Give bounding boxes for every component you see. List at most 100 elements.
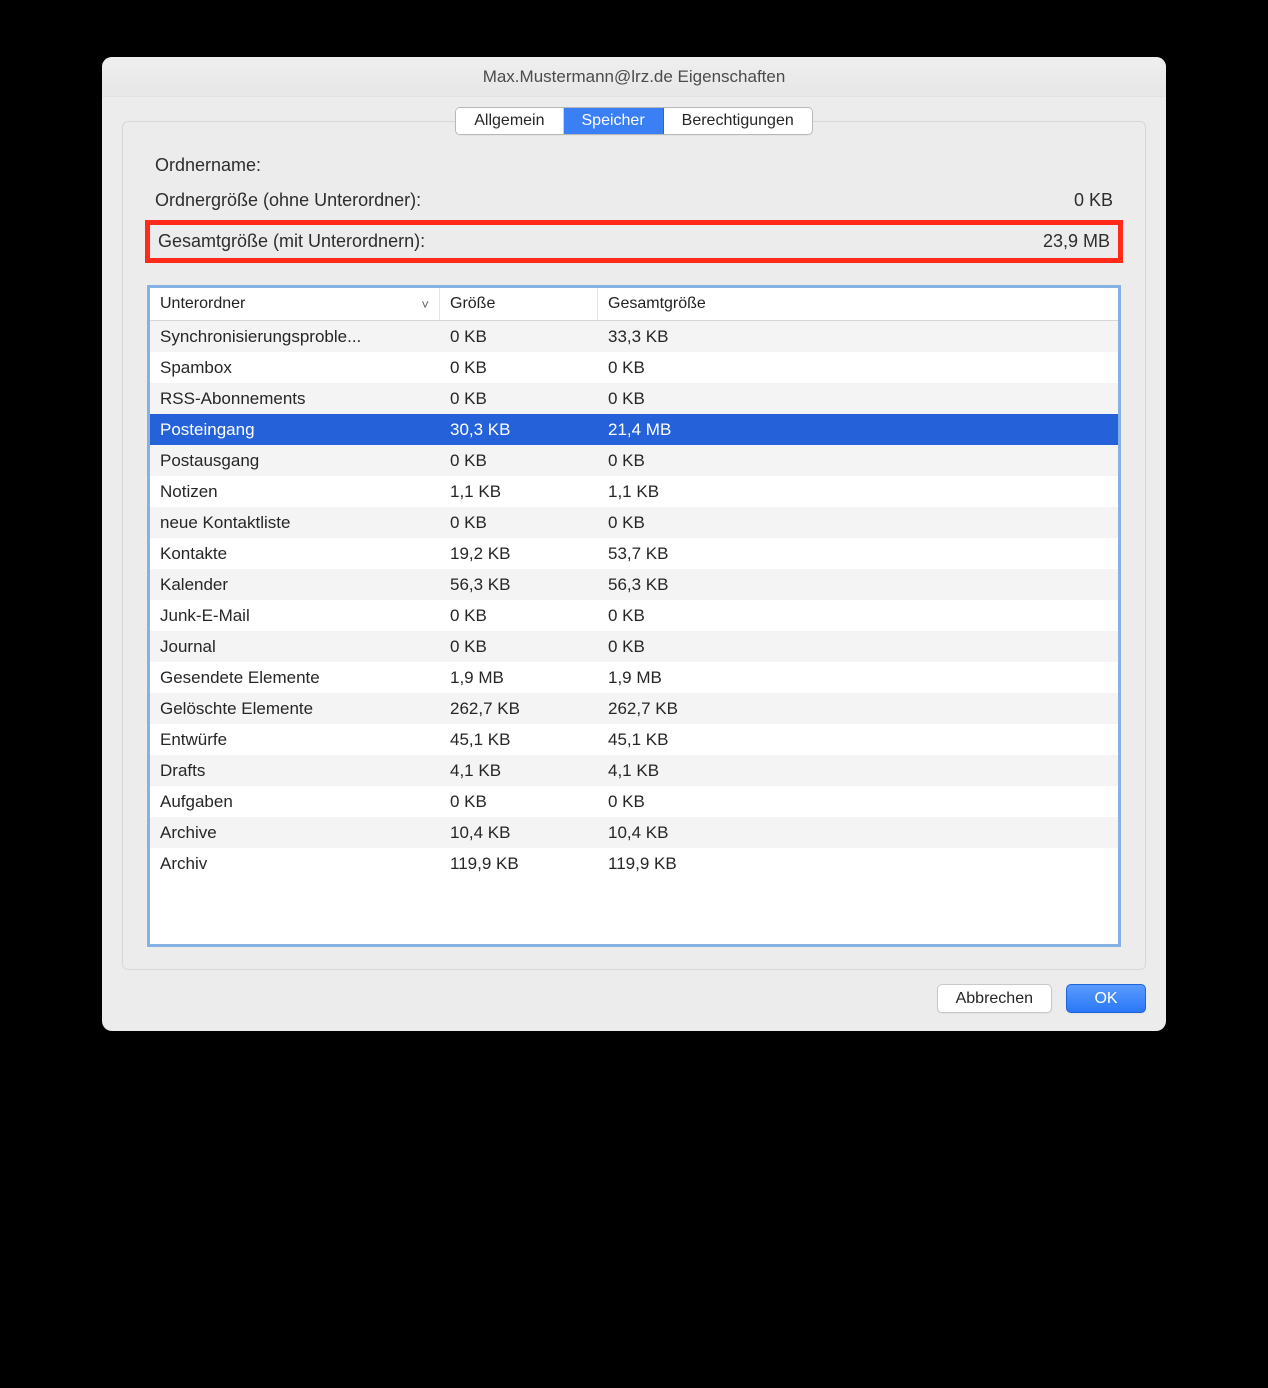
table-row[interactable]: Synchronisierungsproble...0 KB33,3 KB (150, 321, 1118, 352)
column-header-label: Unterordner (160, 295, 245, 313)
folder-name-label: Ordnername: (155, 155, 261, 176)
cell-total: 262,7 KB (598, 699, 1118, 719)
table-row[interactable]: Aufgaben0 KB0 KB (150, 786, 1118, 817)
table-row[interactable]: Posteingang30,3 KB21,4 MB (150, 414, 1118, 445)
cell-size: 262,7 KB (440, 699, 598, 719)
cell-name: Entwürfe (150, 730, 440, 750)
cell-size: 30,3 KB (440, 420, 598, 440)
cell-total: 56,3 KB (598, 575, 1118, 595)
table-row[interactable]: RSS-Abonnements0 KB0 KB (150, 383, 1118, 414)
sort-indicator-icon: ˅ (421, 297, 429, 312)
cell-name: Spambox (150, 358, 440, 378)
folder-name-row: Ordnername: (153, 148, 1115, 183)
ok-button[interactable]: OK (1066, 984, 1146, 1013)
table-row[interactable]: Spambox0 KB0 KB (150, 352, 1118, 383)
cell-name: neue Kontaktliste (150, 513, 440, 533)
cell-size: 0 KB (440, 389, 598, 409)
cell-name: RSS-Abonnements (150, 389, 440, 409)
column-header-label: Gesamtgröße (608, 295, 706, 313)
column-header-unterordner[interactable]: Unterordner ˅ (150, 288, 440, 320)
cell-total: 4,1 KB (598, 761, 1118, 781)
table-row[interactable]: Notizen1,1 KB1,1 KB (150, 476, 1118, 507)
cell-name: Postausgang (150, 451, 440, 471)
table-row[interactable]: Journal0 KB0 KB (150, 631, 1118, 662)
table-row[interactable]: Archiv119,9 KB119,9 KB (150, 848, 1118, 879)
column-header-gesamtgroesse[interactable]: Gesamtgröße (598, 288, 1118, 320)
cell-name: Gelöschte Elemente (150, 699, 440, 719)
cell-name: Archive (150, 823, 440, 843)
table-row[interactable]: Entwürfe45,1 KB45,1 KB (150, 724, 1118, 755)
cell-total: 1,1 KB (598, 482, 1118, 502)
cell-name: Notizen (150, 482, 440, 502)
column-header-label: Größe (450, 295, 495, 313)
window-title: Max.Mustermann@lrz.de Eigenschaften (483, 67, 786, 87)
table-row[interactable]: Drafts4,1 KB4,1 KB (150, 755, 1118, 786)
folder-info-block: Ordnername: Ordnergröße (ohne Unterordne… (147, 148, 1121, 265)
cell-total: 10,4 KB (598, 823, 1118, 843)
cell-total: 0 KB (598, 358, 1118, 378)
cell-size: 56,3 KB (440, 575, 598, 595)
cell-size: 0 KB (440, 513, 598, 533)
storage-panel: Ordnername: Ordnergröße (ohne Unterordne… (122, 121, 1146, 970)
cell-name: Junk-E-Mail (150, 606, 440, 626)
cell-size: 0 KB (440, 451, 598, 471)
cell-total: 0 KB (598, 389, 1118, 409)
cell-name: Gesendete Elemente (150, 668, 440, 688)
cell-total: 0 KB (598, 606, 1118, 626)
folder-size-value: 0 KB (1074, 190, 1113, 211)
cell-size: 4,1 KB (440, 761, 598, 781)
cell-size: 45,1 KB (440, 730, 598, 750)
cell-total: 1,9 MB (598, 668, 1118, 688)
table-row[interactable]: Kalender56,3 KB56,3 KB (150, 569, 1118, 600)
cell-size: 119,9 KB (440, 854, 598, 874)
cell-size: 0 KB (440, 637, 598, 657)
folder-size-row: Ordnergröße (ohne Unterordner): 0 KB (153, 183, 1115, 218)
table-row[interactable]: Postausgang0 KB0 KB (150, 445, 1118, 476)
tab-bar: Allgemein Speicher Berechtigungen (122, 107, 1146, 135)
cancel-button[interactable]: Abbrechen (937, 984, 1052, 1013)
table-row[interactable]: Kontakte19,2 KB53,7 KB (150, 538, 1118, 569)
cell-size: 0 KB (440, 358, 598, 378)
cell-total: 0 KB (598, 792, 1118, 812)
cell-name: Aufgaben (150, 792, 440, 812)
cell-total: 0 KB (598, 451, 1118, 471)
total-size-label: Gesamtgröße (mit Unterordnern): (158, 231, 425, 252)
folder-size-label: Ordnergröße (ohne Unterordner): (155, 190, 421, 211)
cell-size: 0 KB (440, 327, 598, 347)
cell-total: 53,7 KB (598, 544, 1118, 564)
tab-speicher[interactable]: Speicher (564, 108, 664, 134)
table-row[interactable]: Archive10,4 KB10,4 KB (150, 817, 1118, 848)
tab-segmented-control: Allgemein Speicher Berechtigungen (455, 107, 813, 135)
subfolders-table: Unterordner ˅ Größe Gesamtgröße Synchron… (147, 285, 1121, 947)
table-row[interactable]: Gesendete Elemente1,9 MB1,9 MB (150, 662, 1118, 693)
cell-total: 45,1 KB (598, 730, 1118, 750)
total-size-value: 23,9 MB (1043, 231, 1110, 252)
cell-name: Posteingang (150, 420, 440, 440)
table-row[interactable]: Gelöschte Elemente262,7 KB262,7 KB (150, 693, 1118, 724)
cell-name: Journal (150, 637, 440, 657)
cell-total: 0 KB (598, 637, 1118, 657)
table-row[interactable]: Junk-E-Mail0 KB0 KB (150, 600, 1118, 631)
total-size-row: Gesamtgröße (mit Unterordnern): 23,9 MB (158, 228, 1110, 255)
cell-size: 1,9 MB (440, 668, 598, 688)
column-header-groesse[interactable]: Größe (440, 288, 598, 320)
table-row[interactable]: neue Kontaktliste0 KB0 KB (150, 507, 1118, 538)
tab-allgemein[interactable]: Allgemein (456, 108, 563, 134)
cell-total: 0 KB (598, 513, 1118, 533)
table-body: Synchronisierungsproble...0 KB33,3 KBSpa… (150, 321, 1118, 944)
window-content: Allgemein Speicher Berechtigungen Ordner… (102, 97, 1166, 970)
total-size-highlight: Gesamtgröße (mit Unterordnern): 23,9 MB (145, 220, 1123, 263)
cell-size: 0 KB (440, 606, 598, 626)
cell-total: 119,9 KB (598, 854, 1118, 874)
cell-name: Kalender (150, 575, 440, 595)
cell-size: 0 KB (440, 792, 598, 812)
cell-total: 33,3 KB (598, 327, 1118, 347)
tab-berechtigungen[interactable]: Berechtigungen (664, 108, 812, 134)
cell-size: 19,2 KB (440, 544, 598, 564)
cell-size: 1,1 KB (440, 482, 598, 502)
cell-size: 10,4 KB (440, 823, 598, 843)
cell-total: 21,4 MB (598, 420, 1118, 440)
cell-name: Kontakte (150, 544, 440, 564)
window-titlebar: Max.Mustermann@lrz.de Eigenschaften (102, 57, 1166, 97)
cell-name: Drafts (150, 761, 440, 781)
